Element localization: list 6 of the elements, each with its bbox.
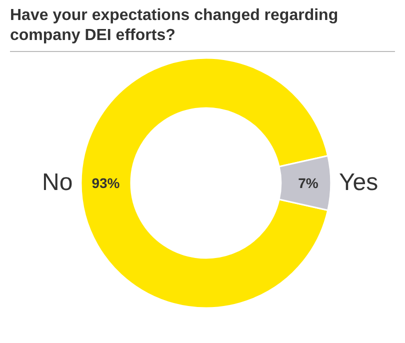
chart-title: Have your expectations changed regarding company DEI efforts? [10, 6, 340, 46]
data-label: 93% [92, 174, 120, 191]
donut-slice [80, 57, 329, 309]
data-label: 7% [298, 174, 319, 191]
slice-label: Yes [339, 169, 378, 196]
slice-label: No [42, 169, 73, 196]
